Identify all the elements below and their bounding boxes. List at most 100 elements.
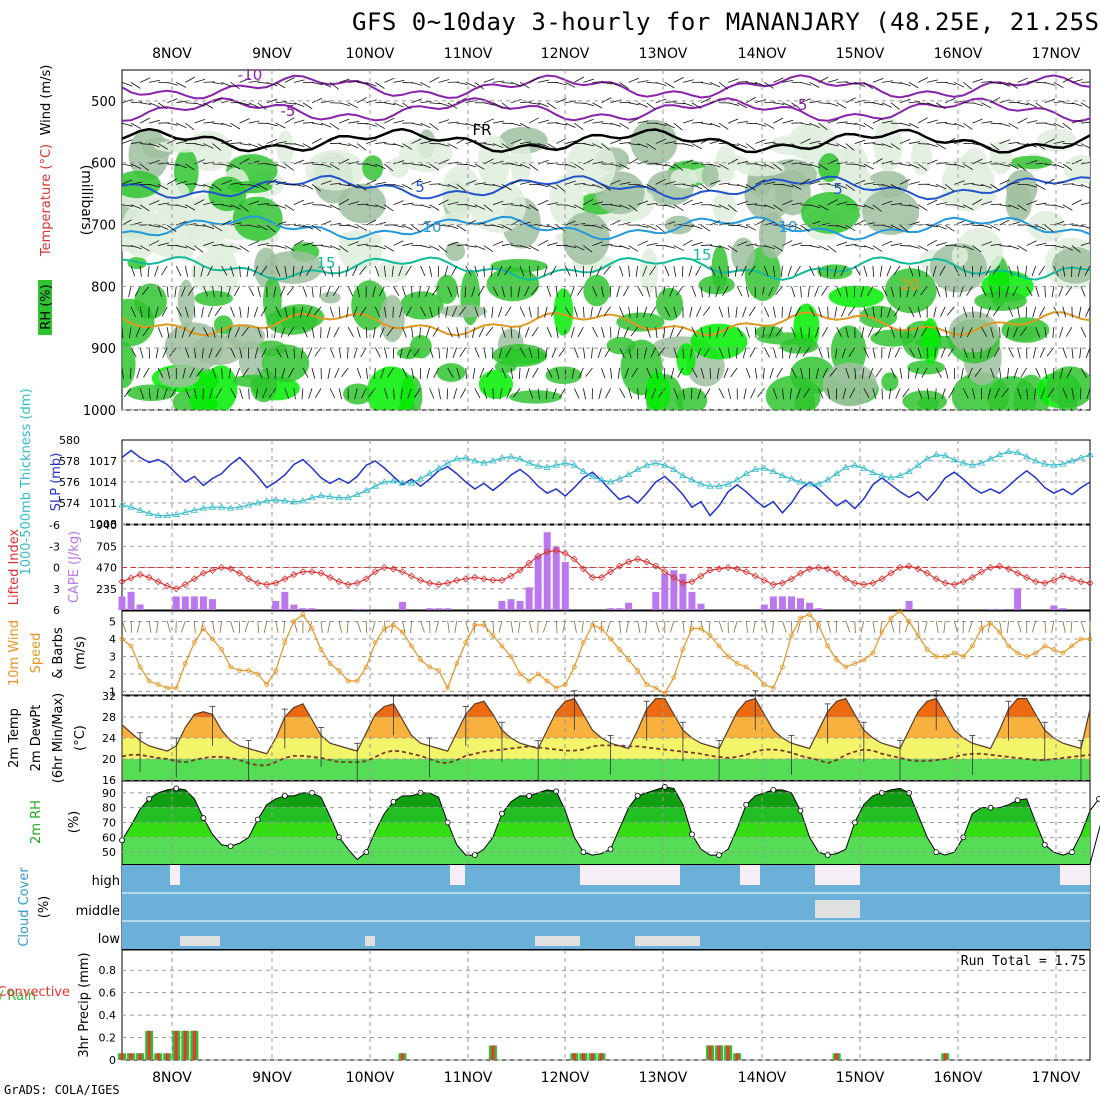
wind10-point bbox=[363, 664, 369, 670]
wind-barb bbox=[275, 265, 281, 277]
wind-barb bbox=[1080, 143, 1090, 149]
wind-barb bbox=[918, 143, 930, 145]
ylabel-temp-d: (°C) bbox=[73, 725, 88, 751]
wind-barb bbox=[456, 81, 468, 85]
wind-barb bbox=[827, 78, 839, 83]
wind-barb-10m bbox=[263, 620, 268, 633]
thickness-point bbox=[226, 504, 235, 511]
wind-barb bbox=[266, 224, 276, 233]
wind-barb bbox=[664, 82, 675, 89]
wind-barb-10m bbox=[1044, 620, 1047, 633]
wind-barb bbox=[573, 347, 579, 358]
wind-barb bbox=[384, 143, 396, 146]
wind-barb bbox=[510, 219, 521, 226]
wind-barb bbox=[122, 306, 123, 308]
wind-barb bbox=[456, 163, 468, 165]
wind-barb bbox=[122, 245, 134, 247]
wind-barb bbox=[881, 102, 893, 108]
rh-cell bbox=[164, 322, 224, 372]
wind-barb bbox=[745, 143, 756, 151]
wind-barb bbox=[664, 141, 676, 144]
wind-barb bbox=[209, 388, 213, 400]
rh-cell bbox=[701, 164, 719, 188]
wind10-point bbox=[182, 661, 188, 666]
wind-barb bbox=[700, 137, 711, 144]
rh-point bbox=[499, 810, 505, 817]
wind-barb bbox=[1013, 367, 1019, 379]
wind-barb-10m bbox=[872, 620, 876, 633]
wind-barb bbox=[755, 99, 766, 104]
ytick-rh: 60 bbox=[102, 831, 116, 844]
rh-cell bbox=[492, 344, 548, 367]
lifted-point bbox=[498, 576, 506, 584]
wind-barb bbox=[375, 101, 387, 104]
wind-barb bbox=[610, 122, 622, 127]
wind-barb bbox=[383, 265, 386, 277]
wind-barb bbox=[782, 388, 784, 400]
wind-barb bbox=[130, 347, 137, 358]
wind-barb bbox=[981, 241, 992, 246]
wind-barb bbox=[167, 178, 177, 185]
wind-barb bbox=[1080, 102, 1090, 109]
wind-barb bbox=[782, 119, 794, 124]
wind-barb-10m bbox=[619, 620, 622, 633]
wind-barb bbox=[890, 367, 896, 379]
wind-barb bbox=[1044, 163, 1056, 166]
wind10-point bbox=[391, 622, 396, 628]
rh-cell bbox=[508, 390, 563, 404]
wind-barb bbox=[293, 102, 305, 107]
wind-barb bbox=[248, 80, 260, 83]
wind-barb bbox=[1035, 286, 1040, 297]
wind-barb bbox=[1085, 347, 1090, 359]
rh-point bbox=[227, 843, 234, 850]
cape-bar bbox=[426, 608, 434, 610]
wind10-point bbox=[119, 636, 125, 642]
legend-total: Total / Rain bbox=[0, 989, 36, 1004]
wind-barb bbox=[872, 183, 884, 186]
wind-barb bbox=[483, 183, 495, 186]
wind-barb bbox=[420, 163, 431, 169]
wind-barb-10m bbox=[1031, 620, 1037, 633]
wind-barb bbox=[532, 367, 539, 378]
ytick-lifted: -6 bbox=[49, 519, 60, 532]
ytick-upper-air: 600 bbox=[91, 157, 116, 172]
wind-barb bbox=[425, 286, 430, 297]
wind-barb bbox=[999, 219, 1010, 226]
wind-barb bbox=[809, 82, 820, 88]
wind-barb bbox=[909, 101, 921, 104]
thickness-point bbox=[932, 450, 940, 458]
wind-barb bbox=[637, 120, 649, 124]
wind-barb bbox=[827, 347, 830, 359]
wind-barb bbox=[1008, 82, 1018, 89]
wind-barb bbox=[483, 143, 495, 146]
cape-bar bbox=[299, 608, 307, 610]
wind-barb bbox=[411, 98, 422, 104]
wind-barb bbox=[863, 182, 875, 185]
wind-barb bbox=[619, 122, 630, 130]
wind-barb bbox=[139, 265, 142, 277]
wind-barb bbox=[478, 286, 485, 297]
wind-barb bbox=[954, 122, 965, 128]
wind-barb bbox=[741, 265, 747, 277]
wind-barb bbox=[257, 243, 269, 246]
wind-barb bbox=[818, 388, 824, 399]
wind-barb bbox=[184, 306, 189, 318]
thickness-point bbox=[462, 454, 470, 461]
wind-barb bbox=[456, 224, 467, 232]
ylabel-wind10-d: (m/s) bbox=[73, 636, 88, 670]
wind-barb bbox=[393, 200, 404, 206]
wind-barb bbox=[583, 143, 595, 147]
wind-barb bbox=[722, 286, 729, 296]
wind-barb bbox=[791, 202, 803, 206]
wind-barb bbox=[663, 327, 666, 339]
wind-barb bbox=[374, 306, 380, 318]
wind-barb bbox=[657, 347, 666, 357]
wind-barb bbox=[981, 183, 992, 189]
wind-barb bbox=[773, 102, 785, 105]
wind-barb bbox=[764, 245, 775, 250]
wind-barb bbox=[122, 81, 133, 87]
wind-barb bbox=[456, 286, 459, 298]
wind-barb bbox=[446, 388, 449, 400]
chart-title: GFS 0~10day 3-hourly for MANANJARY (48.2… bbox=[352, 8, 1100, 36]
wind-barb bbox=[194, 183, 206, 187]
